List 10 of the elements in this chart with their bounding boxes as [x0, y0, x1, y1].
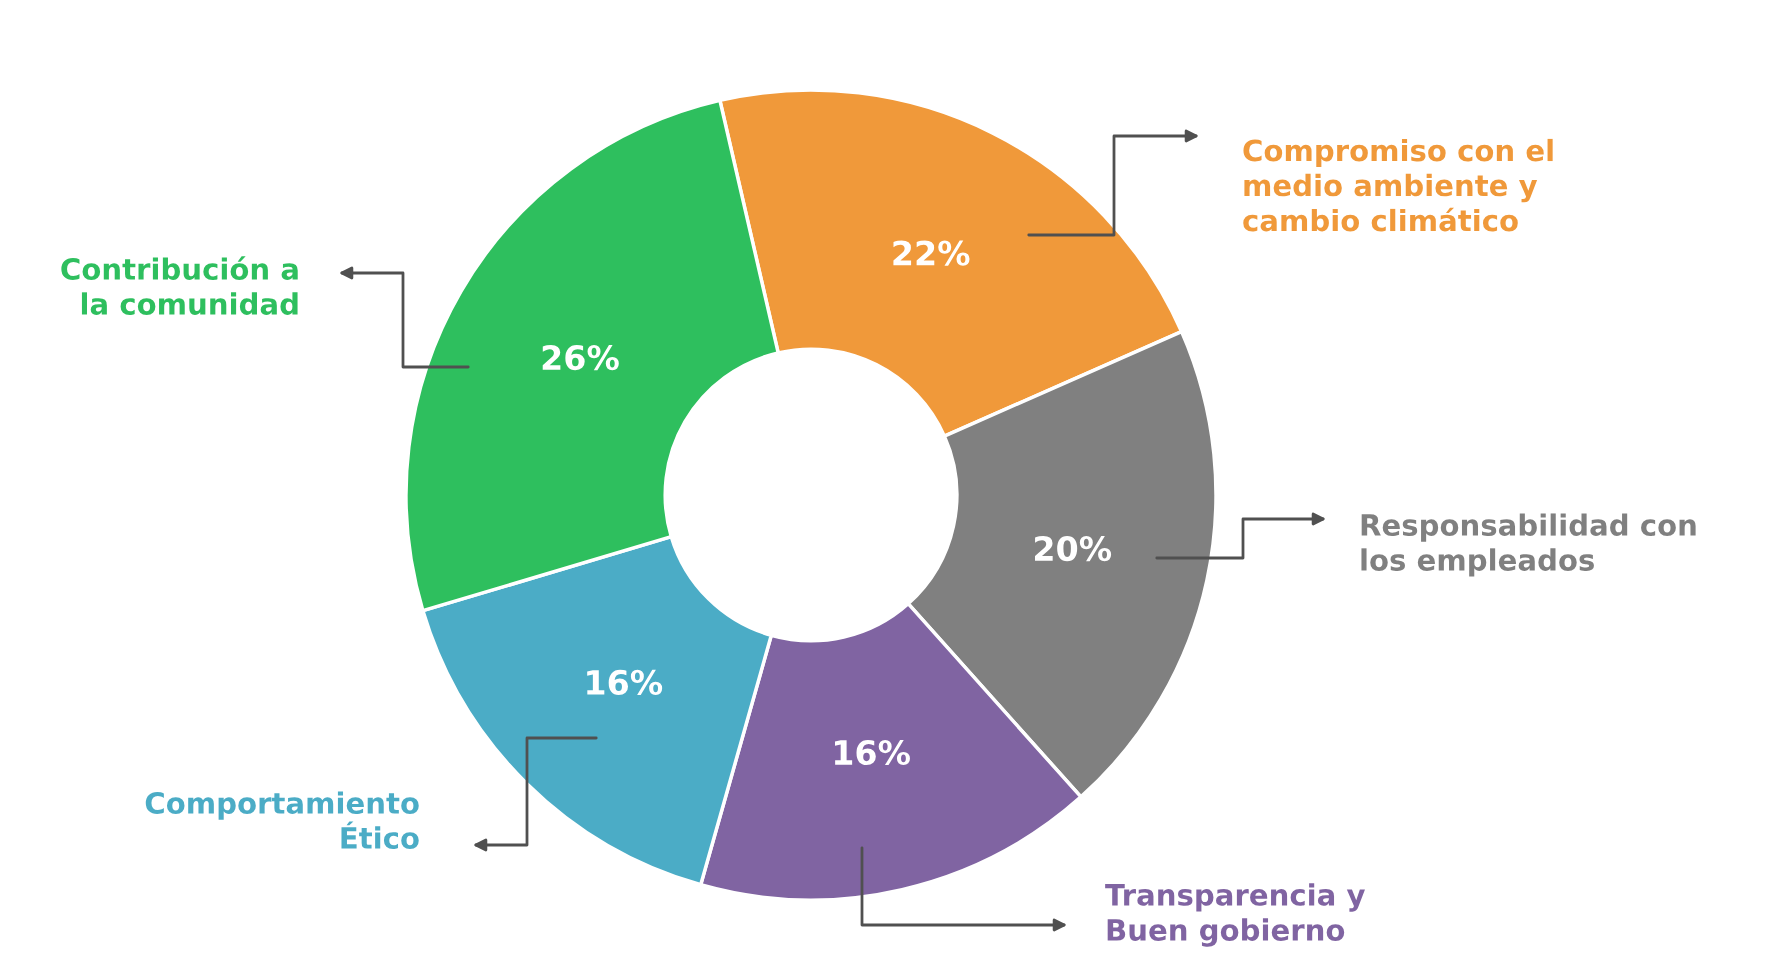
slice-label: Compromiso con el medio ambiente y cambio climático — [1243, 138, 1553, 232]
slice-label: Contribución a la comunidad — [61, 256, 298, 315]
slice-label: Transparencia y Buen gobierno — [1105, 883, 1365, 947]
slice-label: Comportamiento Ético — [145, 791, 419, 849]
data-label: 22% — [893, 240, 970, 266]
data-label: 26% — [542, 345, 619, 371]
slice-label: Responsabilidad con los empleados — [1361, 513, 1696, 577]
data-label: 16% — [587, 669, 663, 695]
data-label: 20% — [1035, 535, 1112, 562]
data-label: 16% — [835, 739, 910, 766]
